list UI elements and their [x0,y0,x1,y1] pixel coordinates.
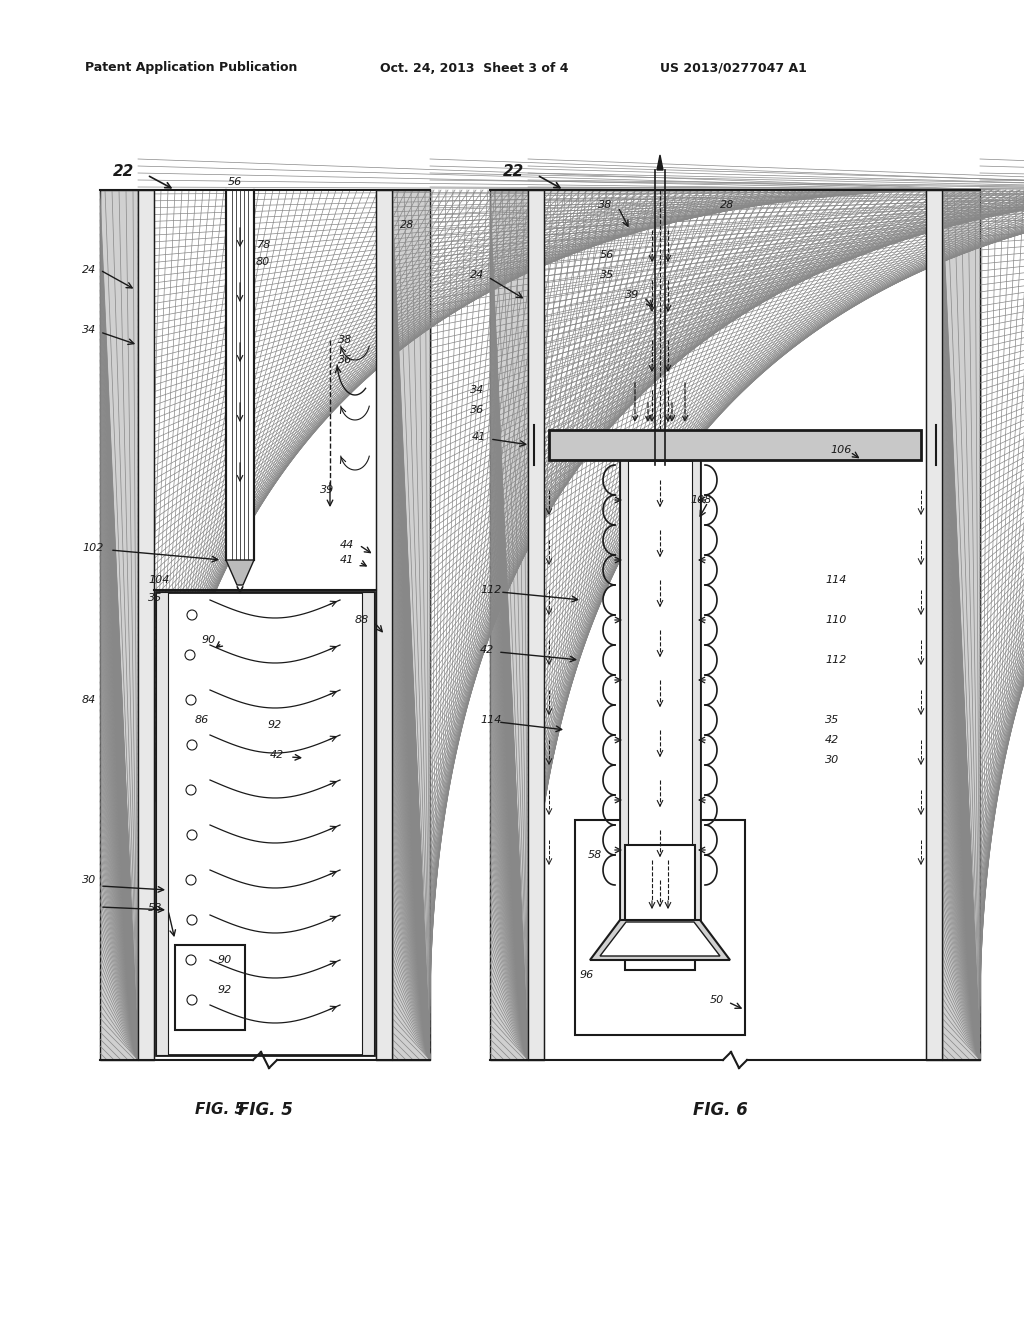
Text: FIG. 5: FIG. 5 [238,1101,293,1119]
Bar [926,190,942,1060]
Circle shape [187,915,197,925]
Polygon shape [657,154,663,170]
Text: 28: 28 [720,201,734,210]
Circle shape [186,785,196,795]
Circle shape [186,875,196,884]
Text: FIG. 6: FIG. 6 [692,1101,748,1119]
Text: 104: 104 [148,576,169,585]
Text: 92: 92 [218,985,232,995]
Text: 88: 88 [355,615,370,624]
Bar [549,430,921,459]
Text: 90: 90 [218,954,232,965]
Text: FIG. 5: FIG. 5 [195,1102,245,1118]
Bar [362,591,374,1055]
Circle shape [185,649,195,660]
Bar [942,190,980,1060]
Text: 112: 112 [825,655,847,665]
Text: 22: 22 [503,165,524,180]
Text: 92: 92 [268,719,283,730]
Bar [100,190,138,1060]
Text: 38: 38 [338,335,352,345]
Text: 35: 35 [148,593,162,603]
Text: 58: 58 [148,903,162,913]
Text: 90: 90 [202,635,216,645]
Text: 35: 35 [825,715,840,725]
Text: 112: 112 [480,585,502,595]
Bar [138,190,154,1060]
Text: 86: 86 [195,715,209,725]
Text: 42: 42 [480,645,495,655]
Bar [490,190,528,1060]
Text: 58: 58 [588,850,602,861]
Text: 56: 56 [228,177,243,187]
Text: 39: 39 [319,484,334,495]
Text: 102: 102 [82,543,103,553]
Bar [625,845,695,970]
Text: 28: 28 [400,220,415,230]
Text: 30: 30 [82,875,96,884]
Text: 34: 34 [82,325,96,335]
Text: 108: 108 [690,495,712,506]
Circle shape [186,696,196,705]
Text: 114: 114 [825,576,847,585]
Bar [156,591,374,1055]
Text: 56: 56 [600,249,614,260]
Text: 78: 78 [257,240,271,249]
Text: 42: 42 [825,735,840,744]
Text: Patent Application Publication: Patent Application Publication [85,62,297,74]
Text: Oct. 24, 2013  Sheet 3 of 4: Oct. 24, 2013 Sheet 3 of 4 [380,62,568,74]
Text: 38: 38 [598,201,612,210]
Text: 50: 50 [710,995,724,1005]
Bar [175,945,245,1030]
Text: 114: 114 [480,715,502,725]
Bar [376,190,392,1060]
Text: 96: 96 [580,970,594,979]
Polygon shape [600,921,720,956]
Text: US 2013/0277047 A1: US 2013/0277047 A1 [660,62,807,74]
Text: 22: 22 [113,165,134,180]
Text: 35: 35 [600,271,614,280]
Text: 24: 24 [82,265,96,275]
Text: 36: 36 [338,355,352,366]
Circle shape [187,995,197,1005]
Text: 41: 41 [340,554,354,565]
Bar [575,820,745,1035]
Text: 44: 44 [340,540,354,550]
Circle shape [187,741,197,750]
Bar [392,190,430,1060]
Text: 80: 80 [256,257,270,267]
Polygon shape [226,560,254,585]
Text: 39: 39 [625,290,639,300]
Text: 110: 110 [825,615,847,624]
Text: 30: 30 [825,755,840,766]
Text: 24: 24 [470,271,484,280]
Text: 34: 34 [470,385,484,395]
Bar [620,459,700,920]
Text: 84: 84 [82,696,96,705]
Text: 106: 106 [830,445,851,455]
Circle shape [187,610,197,620]
Bar [528,190,544,1060]
Circle shape [186,954,196,965]
Bar [692,459,700,920]
Bar [620,459,628,920]
Bar [156,591,168,1055]
Text: 41: 41 [472,432,486,442]
Bar [227,190,253,560]
Polygon shape [590,920,730,960]
Text: 42: 42 [270,750,285,760]
Circle shape [187,830,197,840]
Text: 36: 36 [470,405,484,414]
